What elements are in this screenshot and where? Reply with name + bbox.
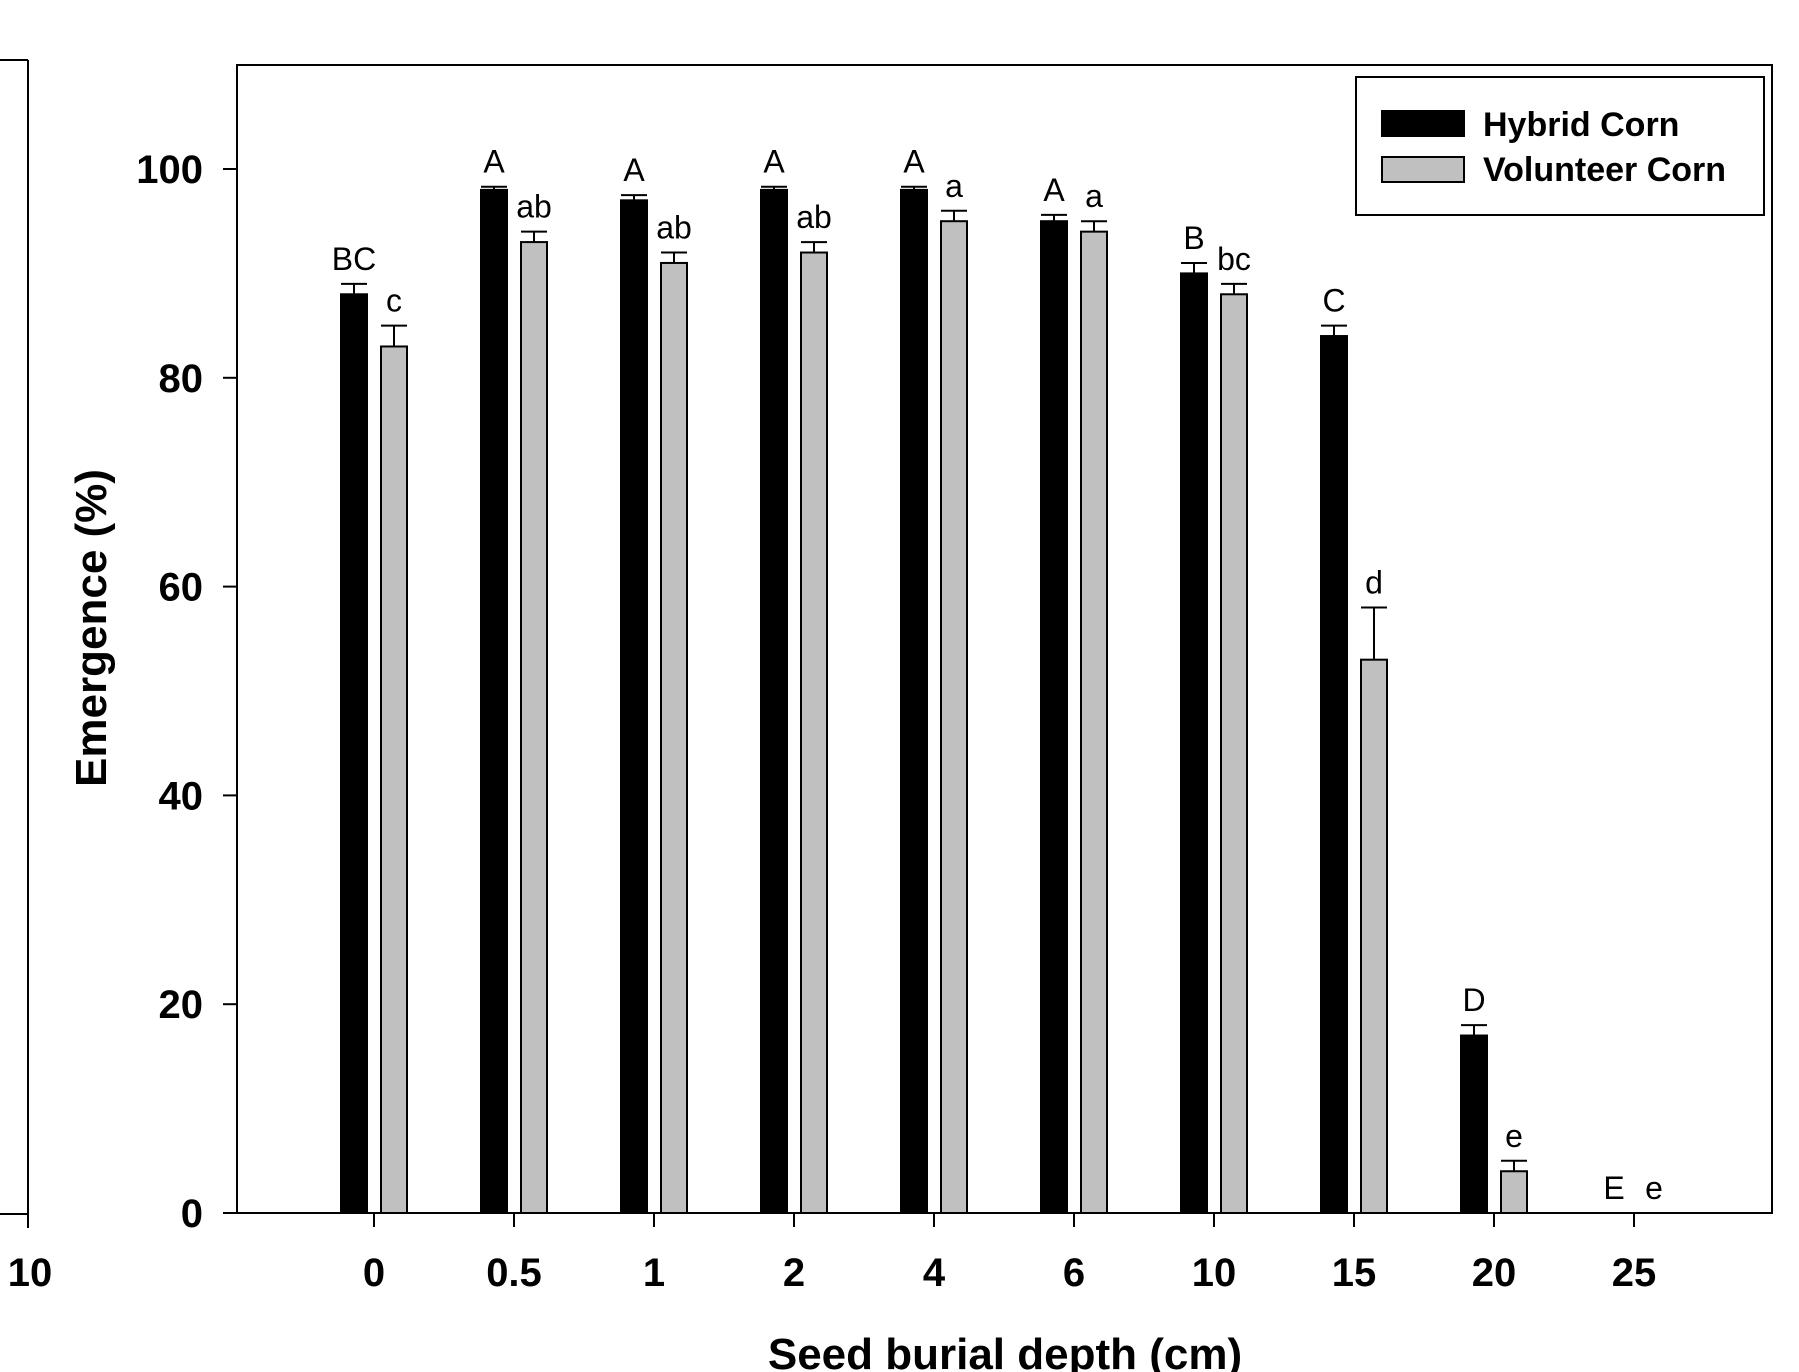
letter-volunteer-corn-3: ab: [796, 199, 832, 235]
error-bar-hybrid-corn-7: [1321, 324, 1347, 337]
left-panel-fragment: 10: [0, 59, 53, 1295]
x-tick-label-5: 6: [1063, 1251, 1085, 1295]
legend: Hybrid Corn Volunteer Corn: [1355, 76, 1765, 216]
letter-volunteer-corn-4: a: [945, 168, 963, 204]
error-bar-hybrid-corn-4: [901, 185, 927, 190]
error-bar-volunteer-corn-3: [801, 241, 827, 253]
error-bars: [341, 185, 1527, 1172]
letter-hybrid-corn-2: A: [623, 152, 645, 188]
letter-volunteer-corn-0: c: [386, 283, 402, 319]
letter-volunteer-corn-7: d: [1365, 564, 1383, 600]
letter-hybrid-corn-6: B: [1183, 220, 1204, 256]
x-tick-label-9: 25: [1612, 1251, 1657, 1295]
error-bar-volunteer-corn-0: [381, 324, 407, 347]
bar-volunteer-corn-3: [800, 251, 828, 1214]
legend-box: [1355, 76, 1765, 216]
legend-label-hybrid-corn: Hybrid Corn: [1483, 106, 1679, 144]
x-tick-label-2: 1: [643, 1251, 665, 1295]
letter-volunteer-corn-5: a: [1085, 178, 1103, 214]
left-panel-tick-label: 10: [8, 1251, 53, 1295]
error-bar-hybrid-corn-1: [481, 185, 507, 190]
bar-hybrid-corn-4: [900, 188, 928, 1214]
bar-hybrid-corn-7: [1320, 335, 1348, 1215]
x-axis: 0 0.5 1 2 4 6 10 15 20 25: [363, 1213, 1656, 1295]
error-bar-volunteer-corn-1: [521, 230, 547, 243]
bar-hybrid-corn-0: [340, 293, 368, 1214]
x-tick-label-6: 10: [1192, 1251, 1237, 1295]
letter-hybrid-corn-1: A: [483, 144, 505, 180]
bar-hybrid-corn-6: [1180, 272, 1208, 1214]
letter-volunteer-corn-2: ab: [656, 210, 692, 246]
x-tick-label-1: 0.5: [486, 1251, 542, 1295]
letter-volunteer-corn-6: bc: [1217, 241, 1251, 277]
bar-hybrid-corn-8: [1460, 1034, 1488, 1215]
error-bar-volunteer-corn-5: [1081, 220, 1107, 232]
bar-volunteer-corn-2: [660, 261, 688, 1214]
bar-volunteer-corn-4: [940, 220, 968, 1214]
error-bar-hybrid-corn-3: [761, 185, 787, 190]
letter-hybrid-corn-0: BC: [332, 241, 376, 277]
legend-label-volunteer-corn: Volunteer Corn: [1483, 151, 1726, 189]
error-bar-volunteer-corn-7: [1361, 606, 1387, 660]
bar-volunteer-corn-8: [1500, 1170, 1528, 1214]
y-tick-label-1: 20: [159, 983, 204, 1027]
letter-volunteer-corn-8: e: [1505, 1118, 1523, 1154]
error-bar-volunteer-corn-2: [661, 251, 687, 263]
error-bar-hybrid-corn-5: [1041, 213, 1067, 222]
error-bar-hybrid-corn-0: [341, 282, 367, 295]
letter-volunteer-corn-1: ab: [516, 189, 552, 225]
error-bar-volunteer-corn-6: [1221, 282, 1247, 295]
bar-hybrid-corn-2: [620, 199, 648, 1214]
y-tick-label-2: 40: [159, 774, 204, 818]
letter-hybrid-corn-5: A: [1043, 172, 1065, 208]
plot-frame: [236, 64, 1773, 1214]
bar-hybrid-corn-1: [480, 188, 508, 1214]
letter-hybrid-corn-8: D: [1462, 982, 1485, 1018]
bar-volunteer-corn-7: [1360, 658, 1388, 1214]
x-tick-label-8: 20: [1472, 1251, 1517, 1295]
y-tick-label-4: 80: [159, 357, 204, 401]
bars: [340, 188, 1528, 1215]
y-tick-label-5: 100: [136, 148, 203, 192]
y-axis: 0 20 40 60 80 100: [136, 148, 237, 1236]
bar-hybrid-corn-3: [760, 188, 788, 1214]
x-tick-label-7: 15: [1332, 1251, 1377, 1295]
x-tick-label-4: 4: [923, 1251, 946, 1295]
bar-volunteer-corn-1: [520, 241, 548, 1214]
error-bar-hybrid-corn-2: [621, 194, 647, 201]
x-tick-label-3: 2: [783, 1251, 805, 1295]
legend-swatch-volunteer-corn: [1381, 156, 1465, 183]
bar-volunteer-corn-5: [1080, 230, 1108, 1214]
y-tick-label-0: 0: [181, 1192, 203, 1236]
letter-hybrid-corn-3: A: [763, 144, 785, 180]
error-bar-hybrid-corn-6: [1181, 261, 1207, 274]
error-bar-volunteer-corn-8: [1501, 1159, 1527, 1172]
legend-swatch-hybrid-corn: [1381, 110, 1465, 137]
bar-hybrid-corn-5: [1040, 220, 1068, 1214]
x-tick-label-0: 0: [363, 1251, 385, 1295]
x-axis-title: Seed burial depth (cm): [768, 1330, 1242, 1372]
bar-volunteer-corn-6: [1220, 293, 1248, 1214]
letter-hybrid-corn-4: A: [903, 144, 925, 180]
y-tick-label-3: 60: [159, 566, 204, 610]
bar-volunteer-corn-0: [380, 345, 408, 1215]
letter-hybrid-corn-7: C: [1322, 283, 1345, 319]
error-bar-hybrid-corn-8: [1461, 1024, 1487, 1036]
y-axis-title: Emergence (%): [67, 469, 116, 787]
error-bar-volunteer-corn-4: [941, 209, 967, 222]
letter-volunteer-corn-9: e: [1645, 1170, 1663, 1206]
letter-hybrid-corn-9: E: [1603, 1170, 1624, 1206]
